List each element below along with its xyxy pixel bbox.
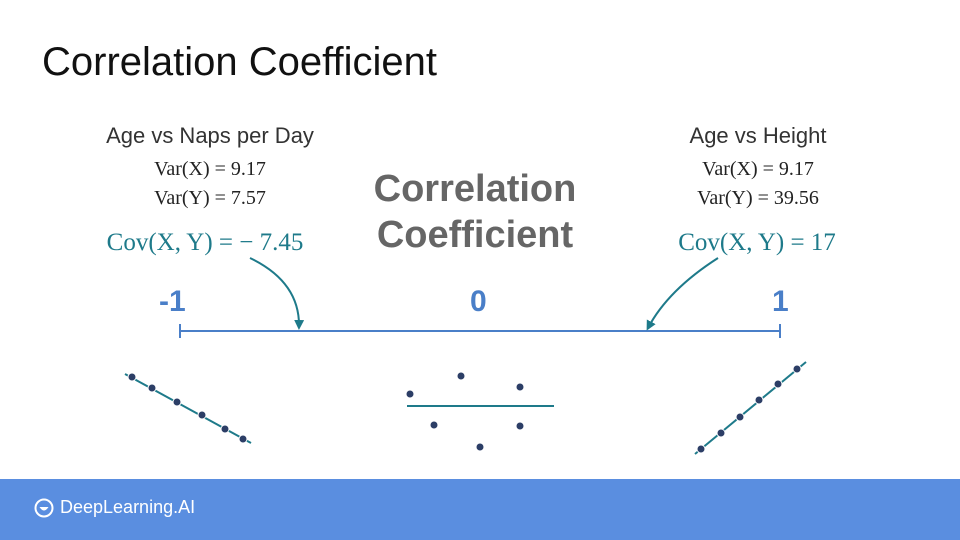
right-panel-title: Age vs Height xyxy=(689,123,827,148)
data-point xyxy=(172,397,182,407)
brand: DeepLearning.AI xyxy=(34,497,195,518)
right-var-x: Var(X) = 9.17 xyxy=(702,158,814,180)
scale-mid-label: 0 xyxy=(470,285,487,318)
scale-max-label: 1 xyxy=(772,285,789,318)
right-arrow xyxy=(646,257,719,331)
data-point xyxy=(197,410,207,420)
data-point xyxy=(127,372,137,382)
zero-correlation-plot xyxy=(405,371,554,452)
right-covariance: Cov(X, Y) = 17 xyxy=(678,229,836,256)
data-point xyxy=(716,428,726,438)
left-covariance: Cov(X, Y) = − 7.45 xyxy=(106,229,304,256)
data-point xyxy=(429,420,439,430)
diagram-canvas xyxy=(124,257,807,455)
left-var-y: Var(Y) = 7.57 xyxy=(154,187,266,209)
data-point xyxy=(754,395,764,405)
data-point xyxy=(220,424,230,434)
center-label-line-2: Coefficient xyxy=(376,214,574,256)
slide-title: Correlation Coefficient xyxy=(42,40,438,84)
positive-correlation-plot xyxy=(694,361,807,455)
brand-name: DeepLearning.AI xyxy=(60,497,196,517)
deeplearning-logo-icon xyxy=(34,498,54,517)
data-point xyxy=(696,444,706,454)
scale-min-label: -1 xyxy=(159,285,186,318)
left-arrow xyxy=(249,257,305,330)
footer-bar: DeepLearning.AI xyxy=(0,479,960,540)
positive-trend-line xyxy=(694,361,807,455)
negative-trend-line xyxy=(124,373,252,444)
data-point xyxy=(773,379,783,389)
correlation-scale xyxy=(179,324,781,338)
data-point xyxy=(515,382,525,392)
data-point xyxy=(405,389,415,399)
right-var-y: Var(Y) = 39.56 xyxy=(697,187,819,209)
data-point xyxy=(735,412,745,422)
data-point xyxy=(475,442,485,452)
data-point xyxy=(792,364,802,374)
data-point xyxy=(515,421,525,431)
data-point xyxy=(238,434,248,444)
negative-correlation-plot xyxy=(124,372,252,444)
center-label: Correlation Coefficient xyxy=(330,166,620,258)
left-var-x: Var(X) = 9.17 xyxy=(154,158,266,180)
data-point xyxy=(147,383,157,393)
left-panel-title: Age vs Naps per Day xyxy=(106,123,314,148)
center-label-line-1: Correlation xyxy=(373,168,577,210)
data-point xyxy=(456,371,466,381)
